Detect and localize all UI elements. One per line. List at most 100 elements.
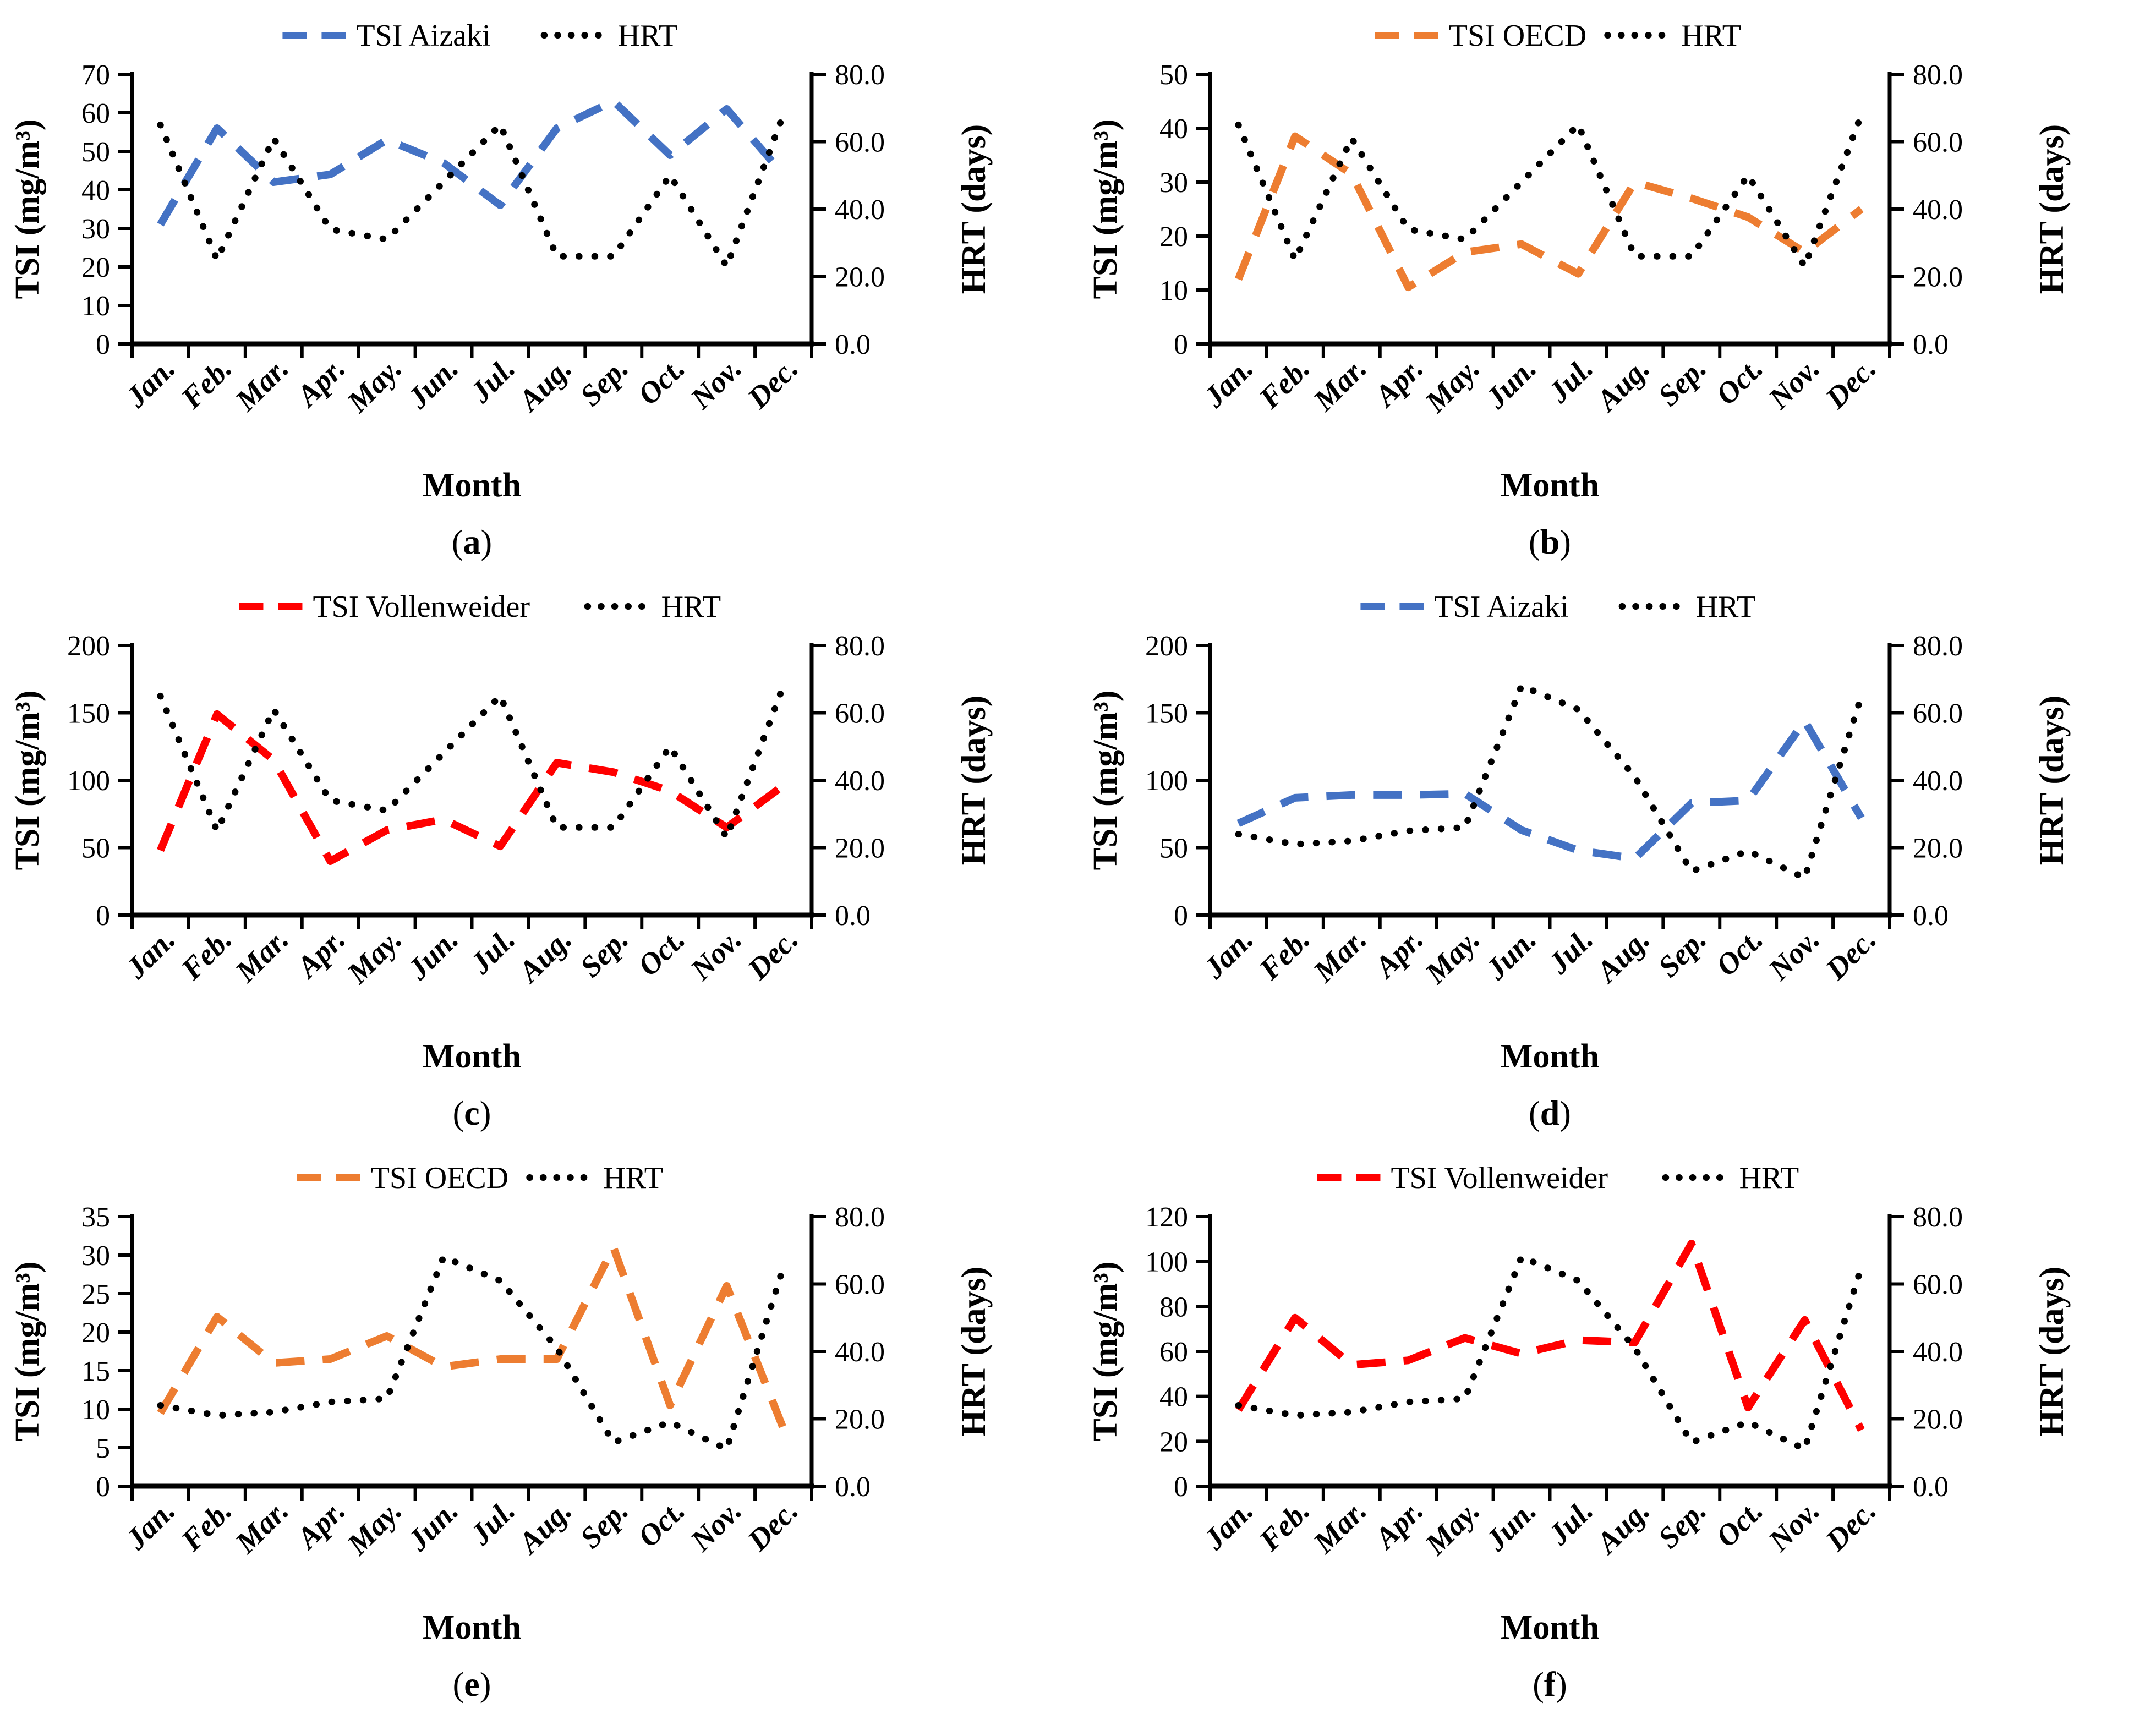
series-line-hrt [1235,111,1865,270]
right-axis-tick-label: 40.0 [1913,194,1963,226]
x-axis-category-label: Apr. [289,1493,351,1556]
left-axis-tick-label: 0 [1174,900,1188,932]
x-axis-category-label: May. [1418,1493,1486,1561]
left-axis-tick-label: 0 [1174,329,1188,360]
right-axis-tick-label: 0.0 [835,329,871,360]
x-axis-category-label: Mar. [1306,922,1373,989]
x-axis-category-label: Nov. [683,1493,748,1558]
left-axis-tick-label: 100 [1145,765,1188,797]
x-axis-category-label: Dec. [741,1493,805,1557]
left-axis-tick-label: 10 [1159,275,1188,306]
right-axis-tick-label: 20.0 [1913,1404,1963,1436]
legend-label: HRT [1681,19,1741,53]
x-axis-category-label: Sep. [573,1493,634,1554]
x-axis-category-label: Mar. [228,1493,295,1560]
left-axis-tick-label: 50 [81,136,110,168]
left-axis-tick-label: 150 [1145,698,1188,730]
left-axis-tick-label: 80 [1159,1291,1188,1323]
series-line-hrt [157,111,787,270]
right-axis-title: HRT (days) [955,1267,993,1436]
series-line-hrt [157,1253,787,1453]
x-axis-title: Month [1501,1609,1599,1646]
left-axis-tick-label: 200 [1145,631,1188,662]
right-axis-tick-label: 80.0 [1913,631,1963,662]
x-axis-category-label: Feb. [174,922,238,986]
panel-letter: (a) [452,522,492,561]
x-axis-category-label: Jan. [119,1493,182,1556]
left-axis-tick-label: 20 [81,1317,110,1349]
x-axis-category-label: Sep. [1651,1493,1712,1554]
x-axis-category-label: Dec. [741,922,805,986]
left-axis-title: TSI (mg/m³) [9,119,46,299]
left-axis-tick-label: 0 [96,1471,110,1503]
panel-letter: (f) [1533,1664,1567,1704]
x-axis-category-label: Jul. [463,351,521,409]
right-axis-title: HRT (days) [955,124,993,294]
left-axis-tick-label: 40 [1159,1382,1188,1413]
chart-panel-e: TSI OECD HRT 0 5 10 15 20 25 30 35 0.0 20.0 40.0 60.0… [0,1142,1078,1714]
x-axis-category-label: Mar. [228,922,295,989]
right-axis-tick-label: 20.0 [835,1404,885,1436]
right-axis-tick-label: 40.0 [835,1337,885,1368]
left-axis-tick-label: 200 [67,631,110,662]
legend-label: HRT [1696,590,1756,624]
chart-svg-b: TSI OECD HRT 0 10 20 30 40 50 0.0 20.0 40.0 60.0 80.… [1087,19,2071,561]
x-axis-category-label: Apr. [1367,351,1429,413]
right-axis-title: HRT (days) [2033,1267,2071,1436]
x-axis-title: Month [423,1609,521,1646]
x-axis-category-label: Dec. [1819,1493,1883,1557]
left-axis-tick-label: 35 [81,1202,110,1233]
left-axis-tick-label: 0 [96,900,110,932]
x-axis-category-label: Feb. [174,1493,238,1557]
x-axis-category-label: Apr. [1367,1493,1429,1556]
x-axis-category-label: Feb. [1252,922,1316,986]
x-axis-category-label: Sep. [573,922,634,983]
x-axis-category-label: Jun. [401,1493,464,1557]
x-axis-category-label: Aug. [1589,1493,1656,1560]
x-axis-category-label: Oct. [631,1493,691,1553]
x-axis-category-label: Feb. [1252,1493,1316,1557]
series-line-tsi-oecd [1234,132,1864,292]
panel-letter: (b) [1529,522,1571,561]
x-axis-category-label: May. [340,1493,408,1561]
series-line-hrt [157,682,787,841]
x-axis-category-label: Apr. [289,351,351,413]
x-axis-category-label: Jan. [1197,1493,1260,1556]
panel-letter: (d) [1529,1093,1571,1132]
right-axis-tick-label: 60.0 [835,127,885,158]
left-axis-tick-label: 0 [1174,1471,1188,1503]
left-axis-title: TSI (mg/m³) [1087,119,1124,299]
chart-svg-d: TSI Aizaki HRT 0 50 100 150 200 0.0 20.0 40.0 60.0… [1087,590,2071,1132]
right-axis-tick-label: 60.0 [835,698,885,730]
series-line-hrt [1235,682,1865,881]
right-axis-tick-label: 60.0 [1913,127,1963,158]
right-axis-title: HRT (days) [955,696,993,865]
left-axis-tick-label: 20 [81,252,110,283]
series-line-tsi-aizaki [1236,717,1865,863]
x-axis-category-label: Feb. [1252,351,1316,415]
right-axis-tick-label: 40.0 [1913,1337,1963,1368]
x-axis-category-label: Aug. [511,351,578,418]
right-axis-tick-label: 0.0 [1913,900,1949,932]
x-axis-category-label: Jan. [119,922,182,985]
right-axis-title: HRT (days) [2033,124,2071,294]
left-axis-tick-label: 70 [81,59,110,91]
left-axis-tick-label: 60 [1159,1337,1188,1368]
x-axis-category-label: May. [340,922,408,990]
x-axis-category-label: Jun. [401,922,464,986]
left-axis-tick-label: 40 [1159,113,1188,145]
right-axis-tick-label: 60.0 [1913,698,1963,730]
x-axis-category-label: Oct. [1709,351,1769,411]
x-axis-category-label: Dec. [1819,922,1883,986]
x-axis-category-label: May. [1418,351,1486,419]
x-axis-category-label: Jun. [1479,351,1542,415]
x-axis-category-label: Nov. [1761,351,1826,415]
right-axis-tick-label: 80.0 [1913,59,1963,91]
legend-label: TSI Vollenweider [313,590,530,624]
x-axis-category-label: Aug. [1589,922,1656,989]
left-axis-tick-label: 30 [1159,167,1188,199]
left-axis-tick-label: 100 [1145,1247,1188,1278]
legend-label: HRT [661,590,721,624]
x-axis-category-label: Jul. [1541,1493,1599,1551]
